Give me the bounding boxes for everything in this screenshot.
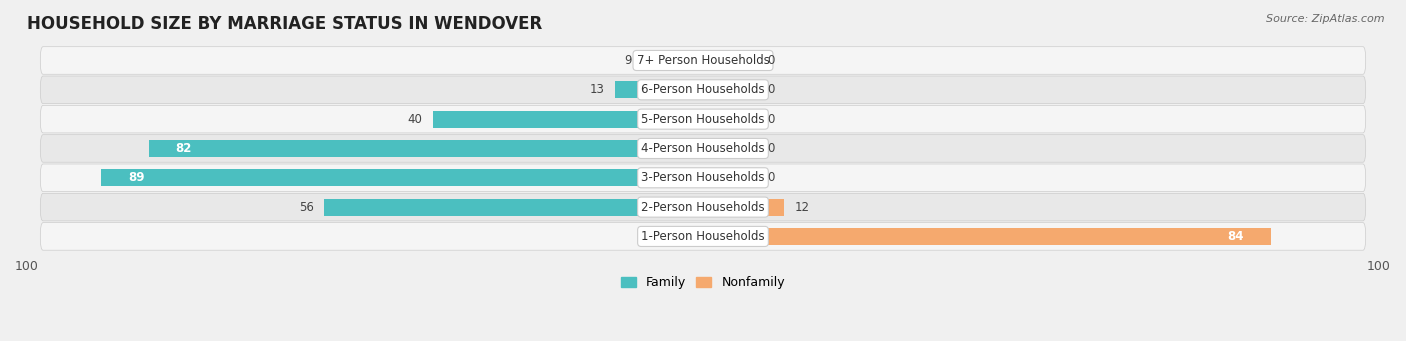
Bar (703, 228, 1271, 245)
Bar (101, 169, 703, 186)
Text: 56: 56 (299, 201, 315, 213)
Text: 3-Person Households: 3-Person Households (641, 171, 765, 184)
Text: 13: 13 (591, 83, 605, 96)
Bar (149, 140, 703, 157)
Text: 0: 0 (768, 54, 775, 67)
FancyBboxPatch shape (41, 135, 1365, 162)
Text: 7+ Person Households: 7+ Person Households (637, 54, 769, 67)
FancyBboxPatch shape (41, 223, 1365, 250)
Bar (703, 169, 756, 186)
Bar (703, 140, 756, 157)
Text: HOUSEHOLD SIZE BY MARRIAGE STATUS IN WENDOVER: HOUSEHOLD SIZE BY MARRIAGE STATUS IN WEN… (27, 15, 543, 33)
Text: 40: 40 (408, 113, 422, 125)
Text: 84: 84 (1227, 230, 1244, 243)
FancyBboxPatch shape (41, 105, 1365, 133)
Text: 82: 82 (176, 142, 193, 155)
Bar (703, 52, 756, 69)
Bar (433, 110, 703, 128)
Bar (703, 198, 785, 216)
Text: 0: 0 (768, 171, 775, 184)
Bar (614, 81, 703, 98)
Bar (703, 81, 756, 98)
Text: 4-Person Households: 4-Person Households (641, 142, 765, 155)
Bar (643, 52, 703, 69)
Text: 5-Person Households: 5-Person Households (641, 113, 765, 125)
FancyBboxPatch shape (41, 47, 1365, 74)
Text: 1-Person Households: 1-Person Households (641, 230, 765, 243)
Bar (703, 110, 756, 128)
Text: 9: 9 (624, 54, 633, 67)
Legend: Family, Nonfamily: Family, Nonfamily (616, 271, 790, 294)
Text: 6-Person Households: 6-Person Households (641, 83, 765, 96)
FancyBboxPatch shape (41, 193, 1365, 221)
FancyBboxPatch shape (41, 164, 1365, 192)
Text: 0: 0 (768, 113, 775, 125)
Text: 0: 0 (768, 83, 775, 96)
FancyBboxPatch shape (41, 76, 1365, 104)
Text: 0: 0 (768, 142, 775, 155)
Text: Source: ZipAtlas.com: Source: ZipAtlas.com (1267, 14, 1385, 24)
Bar (325, 198, 703, 216)
Text: 2-Person Households: 2-Person Households (641, 201, 765, 213)
Text: 89: 89 (128, 171, 145, 184)
Text: 12: 12 (794, 201, 810, 213)
